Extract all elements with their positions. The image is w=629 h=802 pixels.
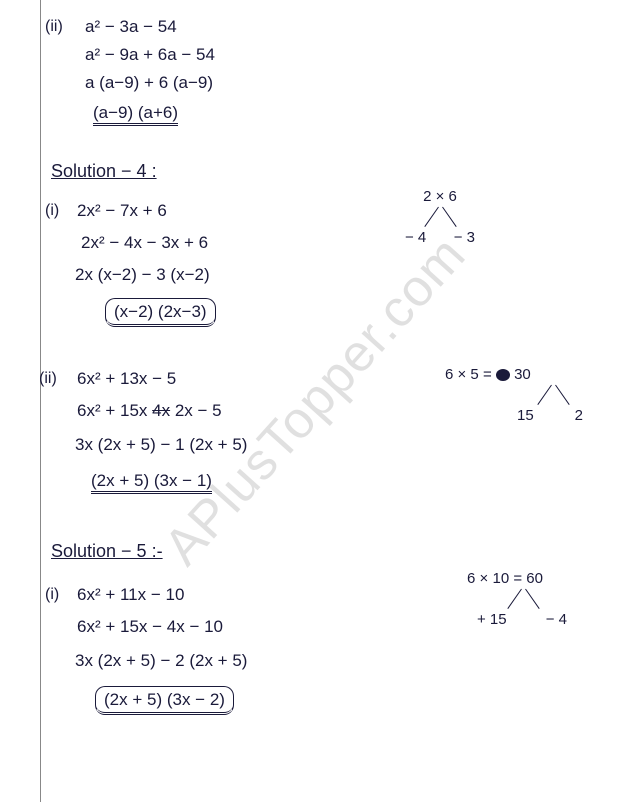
tree-branches	[410, 205, 470, 231]
page-content: (ii) a² − 3a − 54 a² − 9a + 6a − 54 a (a…	[45, 10, 615, 790]
s4ii-l1: 6x² + 13x − 5	[77, 368, 176, 390]
s4ii-marker: (ii)	[39, 370, 57, 388]
ink-blot-icon	[496, 369, 510, 381]
s4ii-tree-l: 15	[517, 407, 534, 424]
s5i-answer: (2x + 5) (3x − 2)	[95, 686, 234, 715]
p2-answer: (a−9) (a+6)	[93, 103, 178, 126]
s4ii-answer: (2x + 5) (3x − 1)	[91, 471, 212, 494]
tree-bottom: + 15 − 4	[477, 611, 567, 628]
solution5-heading: Solution − 5 :-	[51, 540, 163, 563]
s4ii-l2a: 6x² + 15x	[77, 401, 147, 420]
tree-bottom: − 4 − 3	[405, 229, 475, 246]
solution4-heading: Solution − 4 :	[51, 160, 157, 183]
s4i-tree-r: − 3	[454, 229, 475, 246]
s5i-tree-top: 6 × 10 = 60	[443, 570, 567, 587]
s4i-answer: (x−2) (2x−3)	[105, 298, 216, 327]
s4ii-tree: 6 × 5 = 30 15 2	[445, 366, 585, 424]
tree-branches	[523, 383, 583, 409]
tree-branches	[493, 587, 553, 613]
margin-line	[40, 0, 41, 802]
s4ii-tree-top: 6 × 5 = 30	[445, 366, 531, 383]
marker-ii-top: (ii)	[45, 18, 63, 36]
s4i-tree: 2 × 6 − 4 − 3	[405, 188, 475, 246]
tree-bottom: 15 2	[517, 407, 583, 424]
s4i-l4: (x−2) (2x−3)	[105, 298, 216, 327]
s4i-tree-top: 2 × 6	[405, 188, 475, 205]
p2-line4: (a−9) (a+6)	[93, 102, 178, 124]
s5i-tree: 6 × 10 = 60 + 15 − 4	[443, 570, 567, 628]
s4ii-strike: 4x	[152, 401, 170, 420]
p2-line1: a² − 3a − 54	[85, 16, 177, 38]
s5i-tree-r: − 4	[546, 611, 567, 628]
p2-line3: a (a−9) + 6 (a−9)	[85, 72, 213, 94]
s5i-l4: (2x + 5) (3x − 2)	[95, 686, 234, 715]
s4i-l1: 2x² − 7x + 6	[77, 200, 167, 222]
s5i-l2: 6x² + 15x − 4x − 10	[77, 616, 223, 638]
s4i-marker: (i)	[45, 202, 59, 220]
s4i-l3: 2x (x−2) − 3 (x−2)	[75, 264, 210, 286]
s4i-l2: 2x² − 4x − 3x + 6	[81, 232, 208, 254]
s4ii-l2: 6x² + 15x 4x 2x − 5	[77, 400, 222, 422]
s5i-marker: (i)	[45, 586, 59, 604]
s4i-tree-l: − 4	[405, 229, 426, 246]
p2-line2: a² − 9a + 6a − 54	[85, 44, 215, 66]
s4ii-l2b: 2x − 5	[175, 401, 222, 420]
s4ii-l4: (2x + 5) (3x − 1)	[91, 470, 212, 492]
s5i-l3: 3x (2x + 5) − 2 (2x + 5)	[75, 650, 247, 672]
s4ii-tree-r: 2	[575, 407, 583, 424]
s4ii-l3: 3x (2x + 5) − 1 (2x + 5)	[75, 434, 247, 456]
s5i-tree-l: + 15	[477, 611, 507, 628]
s5i-l1: 6x² + 11x − 10	[77, 584, 184, 606]
